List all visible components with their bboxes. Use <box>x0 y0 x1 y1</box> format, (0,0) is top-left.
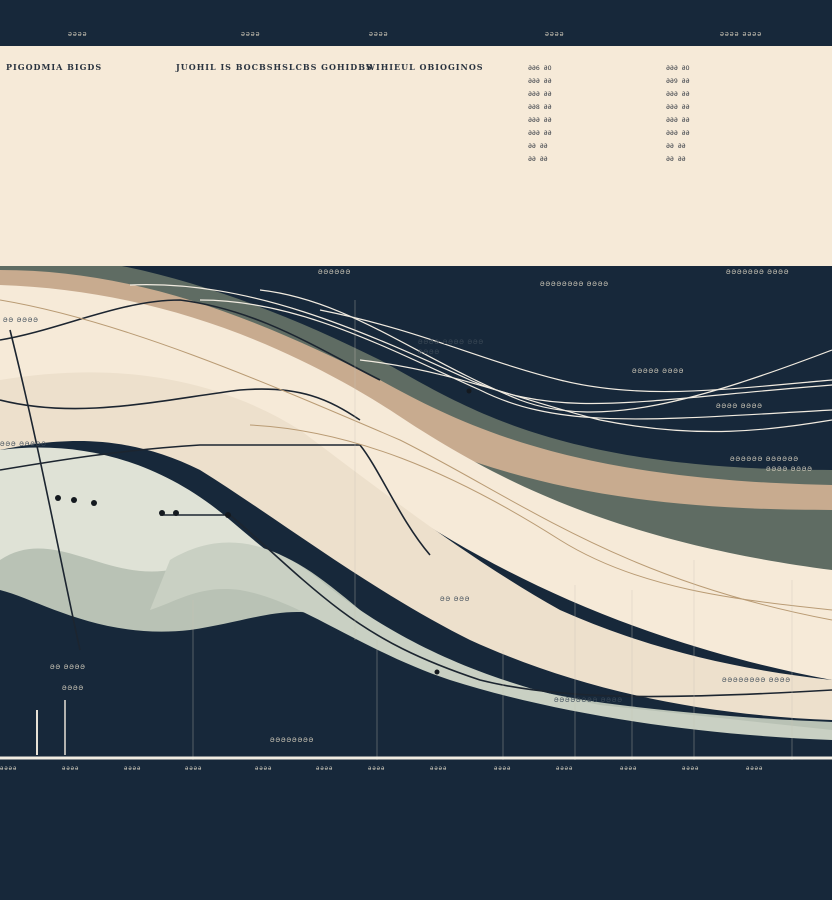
annotation: ƏƏƏƏ ƏƏƏƏ ƏƏƏ <box>418 340 484 346</box>
key-code-right: ƏƏƏ ƏƏ <box>666 116 690 124</box>
axis-label: ǝǝǝǝ <box>430 766 448 772</box>
axis-label: ǝǝǝǝ <box>620 766 638 772</box>
annotation: ƏƏƏƏƏƏ <box>318 270 352 276</box>
axis-label: ǝǝǝǝ <box>255 766 273 772</box>
key-code: ƏƏƏ ƏƏ <box>528 129 552 137</box>
annotation: ƏƏƏƏƏƏ ƏƏƏƏƏƏ <box>730 457 799 463</box>
data-dot <box>91 500 97 506</box>
top-label: ǝǝǝǝ <box>369 31 389 38</box>
flow-line <box>199 299 832 420</box>
data-dot <box>434 669 440 675</box>
data-dot <box>173 510 179 516</box>
axis-label: ǝǝǝǝ <box>368 766 386 772</box>
key-code-right: ƏƏ ƏƏ <box>666 142 686 150</box>
panel-header: JUOHIL IS BOCBSHSLCBS GOHIDBS <box>176 62 373 72</box>
dark-lines <box>0 299 832 698</box>
key-code-right: ƏƏƏ ƏƏ <box>666 103 690 111</box>
key-code-right: ƏƏƏ ƏO <box>666 64 690 72</box>
annotation: ƏƏƏƏ <box>418 350 441 356</box>
top-header-bar: ǝǝǝǝ ǝǝǝǝ ǝǝǝǝ ǝǝǝǝ ǝǝǝǝ ǝǝǝǝ <box>0 0 832 46</box>
annotation: ƏƏƏƏƏƏƏƏ ƏƏƏƏ <box>554 698 623 704</box>
annotation: ƏƏƏƏƏƏƏƏ ƏƏƏƏ <box>540 282 609 288</box>
dark-line <box>0 444 431 556</box>
gold-lines <box>0 299 832 621</box>
annotation: ƏƏƏƏƏƏƏƏ ƏƏƏƏ <box>722 678 791 684</box>
axis-label: ǝǝǝǝ <box>682 766 700 772</box>
axis-label: ǝǝǝǝ <box>62 766 80 772</box>
gold-line <box>0 299 832 621</box>
flow-line <box>319 309 832 393</box>
key-code: ƏƏƏ ƏƏ <box>528 77 552 85</box>
data-dot <box>55 495 61 501</box>
annotation: ƏƏ ƏƏƏƏ <box>50 665 86 671</box>
band-light-overlay <box>150 542 832 740</box>
axis-label: ǝǝǝǝ <box>0 766 18 772</box>
annotation: ƏƏƏƏƏ ƏƏƏƏ <box>632 369 685 375</box>
key-code: ƏƏ6 ƏO <box>528 64 552 72</box>
dark-line <box>160 514 832 698</box>
data-dot <box>71 497 77 503</box>
panel-header: WIHIEUL OBIOGINOS <box>366 62 484 72</box>
annotation: ƏƏƏƏ ƏƏƏƏ <box>716 404 763 410</box>
annotation: ƏƏƏ ƏƏƏƏƏ <box>0 442 47 448</box>
key-code: ƏƏƏ ƏƏ <box>528 90 552 98</box>
axis-label: ǝǝǝǝ <box>556 766 574 772</box>
data-dot <box>225 512 231 518</box>
axis-label: ǝǝǝǝ <box>124 766 142 772</box>
data-dot <box>466 388 472 394</box>
top-label: ǝǝǝǝ <box>545 31 565 38</box>
top-label: ǝǝǝǝ <box>68 31 88 38</box>
axis-label: ǝǝǝǝ <box>316 766 334 772</box>
annotation: ƏƏƏƏ <box>62 686 85 692</box>
top-label: ǝǝǝǝ ǝǝǝǝ <box>720 31 763 38</box>
axis-label: ǝǝǝǝ <box>746 766 764 772</box>
annotation: ƏƏƏƏƏƏƏ ƏƏƏƏ <box>726 270 790 276</box>
flow-line <box>359 359 832 433</box>
gold-line <box>249 424 832 611</box>
flow-lines <box>129 284 832 433</box>
key-code: ƏƏ ƏƏ <box>528 142 548 150</box>
annotation: ƏƏ ƏƏƏƏ <box>3 318 39 324</box>
band-cream <box>0 285 832 680</box>
key-code-right: ƏƏƏ ƏƏ <box>666 90 690 98</box>
data-panel: PIGODMIA BIGDS JUOHIL IS BOCBSHSLCBS GOH… <box>0 46 832 266</box>
top-label: ǝǝǝǝ <box>241 31 261 38</box>
dark-line <box>0 388 361 421</box>
dark-line <box>0 299 381 381</box>
axis-label: ǝǝǝǝ <box>185 766 203 772</box>
key-code: ƏƏ ƏƏ <box>528 155 548 163</box>
guide-lines <box>192 300 793 760</box>
key-code-right: ƏƏ9 ƏƏ <box>666 77 690 85</box>
data-dot <box>159 510 165 516</box>
key-code-right: ƏƏƏ ƏƏ <box>666 129 690 137</box>
key-code: ƏƏƏ ƏƏ <box>528 116 552 124</box>
annotation: ƏƏƏƏƏƏƏƏ <box>270 738 315 744</box>
dark-line <box>9 329 81 651</box>
band-pale-sand <box>0 372 832 720</box>
annotation: ƏƏ ƏƏƏ <box>440 597 471 603</box>
key-code-right: ƏƏ ƏƏ <box>666 155 686 163</box>
annotation: ƏƏƏƏ ƏƏƏƏ <box>766 467 813 473</box>
flow-line <box>129 284 832 405</box>
key-code: ƏƏ8 ƏƏ <box>528 103 552 111</box>
panel-header: PIGODMIA BIGDS <box>6 62 103 72</box>
axis-label: ǝǝǝǝ <box>494 766 512 772</box>
